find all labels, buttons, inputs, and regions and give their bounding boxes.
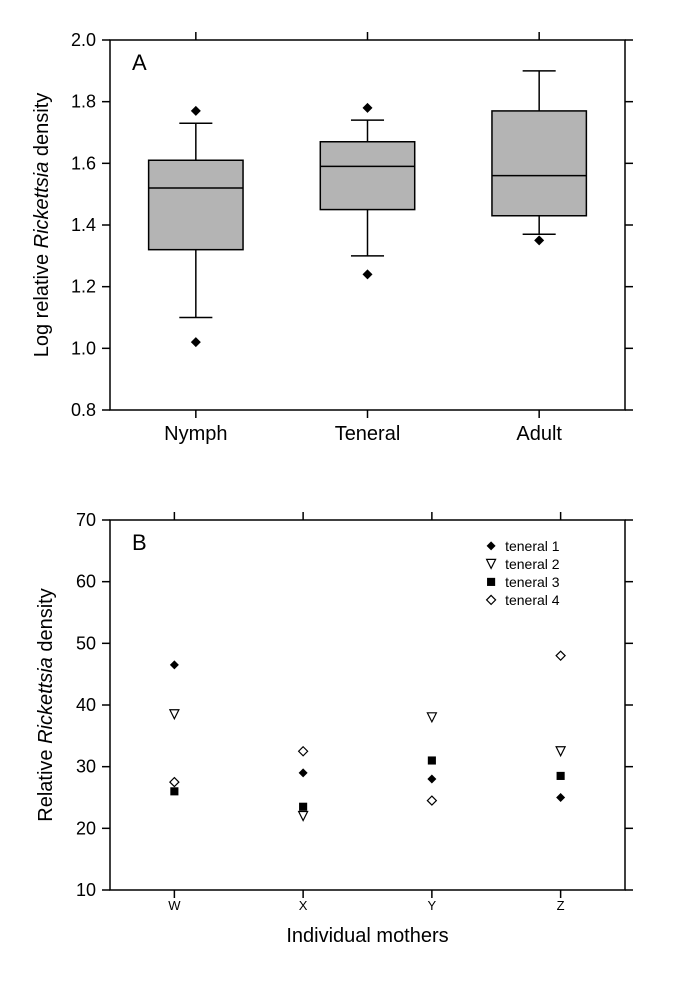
panel-b-ytick: 60 — [76, 572, 96, 592]
panel-a-outlier — [363, 103, 373, 113]
panel-a-ytick: 1.8 — [71, 92, 96, 112]
panel-b-point — [427, 713, 436, 722]
panel-b-legend-label: teneral 4 — [505, 592, 560, 608]
panel-b-ylabel: Relative Rickettsia density — [35, 588, 57, 821]
panel-b-point — [299, 768, 308, 777]
panel-a-ytick: 1.4 — [71, 215, 96, 235]
figure-root: 0.8 1.0 1.2 1.4 1.6 1.8 2.0 Nymph Teneral Adult A L… — [0, 0, 693, 982]
panel-b-point — [428, 756, 436, 764]
panel-b-legend: teneral 1 teneral 2 teneral 3 teneral 4 — [487, 538, 560, 608]
panel-a-outlier — [363, 269, 373, 279]
panel-a: 0.8 1.0 1.2 1.4 1.6 1.8 2.0 Nymph Teneral Adult A L… — [31, 30, 633, 445]
panel-b-point — [170, 787, 178, 795]
panel-b-point — [299, 803, 307, 811]
panel-b-point — [170, 778, 179, 787]
panel-b-legend-label: teneral 2 — [505, 556, 560, 572]
panel-b-xcat: Y — [428, 898, 437, 913]
panel-b-point — [556, 651, 565, 660]
panel-a-box — [320, 142, 414, 210]
panel-b-point — [299, 812, 308, 821]
panel-a-letter: A — [132, 50, 147, 75]
panel-b-xlabel: Individual mothers — [286, 925, 448, 947]
panel-a-box — [149, 160, 243, 249]
panel-b-point — [299, 747, 308, 756]
panel-b-legend-label: teneral 1 — [505, 538, 560, 554]
panel-a-ytick: 1.6 — [71, 153, 96, 173]
panel-a-outlier — [191, 337, 201, 347]
panel-a-xcat: Nymph — [164, 423, 227, 445]
panel-a-ytick: 1.2 — [71, 277, 96, 297]
panel-b-point — [427, 796, 436, 805]
figure-svg: 0.8 1.0 1.2 1.4 1.6 1.8 2.0 Nymph Teneral Adult A L… — [0, 0, 693, 982]
panel-b-point — [170, 660, 179, 669]
panel-b-ytick: 70 — [76, 510, 96, 530]
panel-a-xcat: Adult — [516, 423, 562, 445]
panel-b-ytick: 20 — [76, 818, 96, 838]
panel-a-ytick: 0.8 — [71, 400, 96, 420]
panel-a-outlier — [191, 106, 201, 116]
panel-a-xcat: Teneral — [335, 423, 401, 445]
panel-a-box — [492, 111, 586, 216]
panel-b-point — [170, 710, 179, 719]
panel-b-xcat: X — [299, 898, 308, 913]
panel-b-ytick: 50 — [76, 633, 96, 653]
panel-a-ylabel: Log relative Rickettsia density — [31, 93, 53, 358]
panel-b-point — [556, 747, 565, 756]
panel-b-xcat: W — [168, 898, 181, 913]
panel-b-point — [557, 772, 565, 780]
panel-b-ytick: 30 — [76, 757, 96, 777]
panel-b-legend-label: teneral 3 — [505, 574, 560, 590]
panel-b-letter: B — [132, 530, 147, 555]
panel-b-ytick: 10 — [76, 880, 96, 900]
panel-a-ytick: 2.0 — [71, 30, 96, 50]
panel-b-point — [427, 775, 436, 784]
panel-a-ytick: 1.0 — [71, 338, 96, 358]
panel-b-xcat: Z — [557, 898, 565, 913]
panel-b-ytick: 40 — [76, 695, 96, 715]
panel-b-point — [556, 793, 565, 802]
panel-b: 10 20 30 40 50 60 70 W X Y Z Individual mothers Rela… — [35, 510, 633, 947]
panel-a-outlier — [534, 235, 544, 245]
